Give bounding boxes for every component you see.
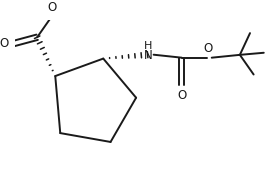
Text: H: H <box>144 41 153 51</box>
Text: O: O <box>0 37 9 50</box>
Text: N: N <box>144 49 153 62</box>
Text: O: O <box>177 89 186 102</box>
Text: O: O <box>204 42 213 55</box>
Text: O: O <box>47 1 56 14</box>
